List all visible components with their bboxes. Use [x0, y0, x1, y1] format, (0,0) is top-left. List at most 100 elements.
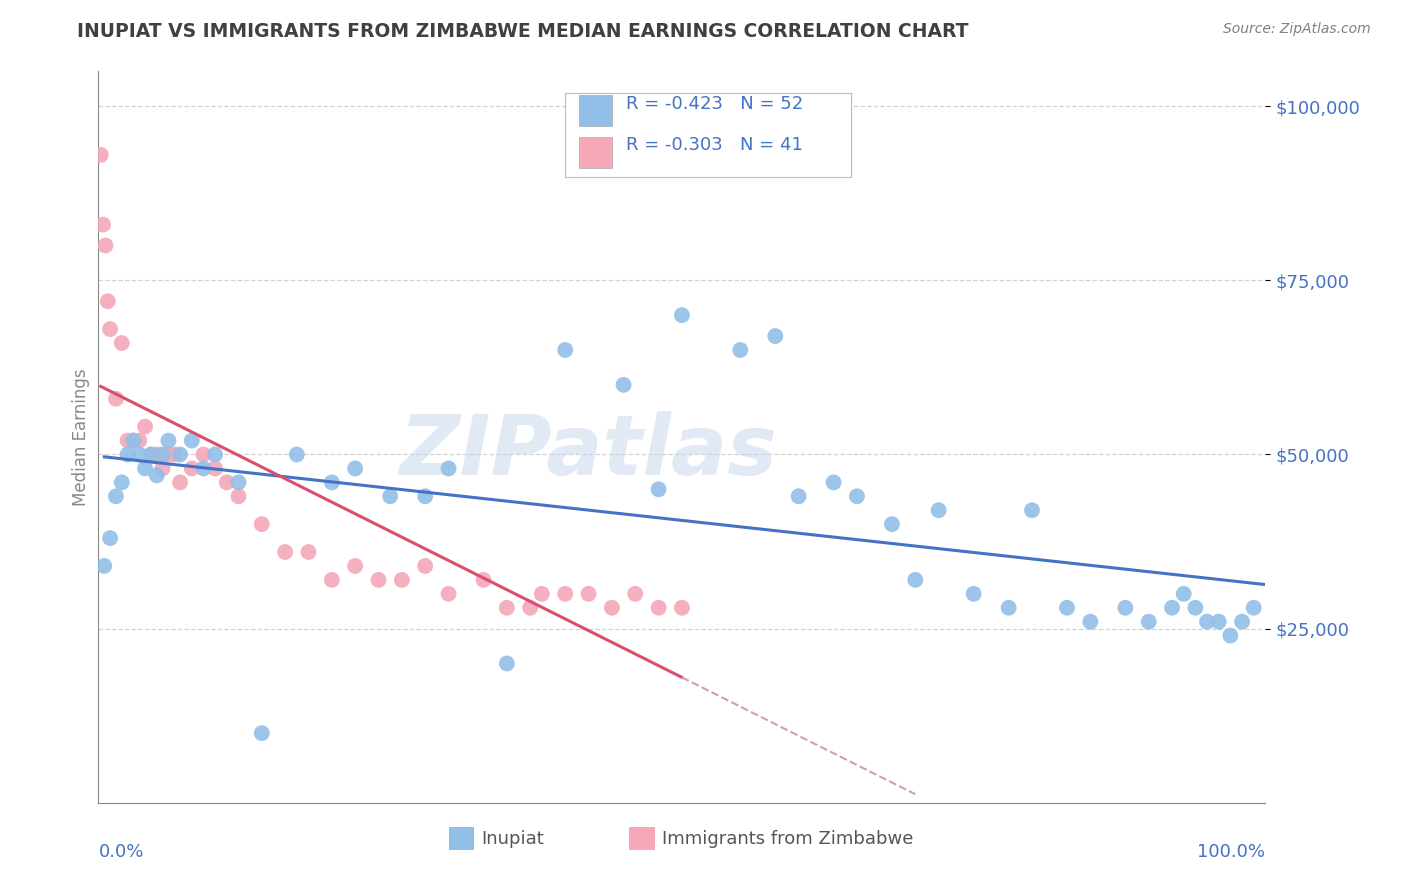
Point — [1021, 503, 1043, 517]
Point — [578, 587, 600, 601]
Point — [97, 294, 120, 309]
Point — [880, 517, 903, 532]
Point — [647, 600, 669, 615]
Point — [111, 336, 134, 351]
Text: Source: ZipAtlas.com: Source: ZipAtlas.com — [1223, 22, 1371, 37]
Point — [139, 448, 162, 462]
Point — [647, 483, 669, 497]
Point — [437, 587, 460, 601]
Point — [98, 322, 121, 336]
Point — [496, 657, 519, 671]
Point — [1184, 600, 1206, 615]
Point — [846, 489, 869, 503]
Point — [1161, 600, 1184, 615]
Point — [823, 475, 845, 490]
Text: Immigrants from Zimbabwe: Immigrants from Zimbabwe — [662, 830, 914, 847]
Point — [344, 461, 367, 475]
Text: Inupiat: Inupiat — [481, 830, 544, 847]
Point — [554, 587, 576, 601]
Point — [787, 489, 810, 503]
Point — [1114, 600, 1136, 615]
Point — [139, 448, 162, 462]
Point — [285, 448, 308, 462]
Point — [128, 448, 150, 462]
Point — [1197, 615, 1219, 629]
Point — [1208, 615, 1230, 629]
Y-axis label: Median Earnings: Median Earnings — [72, 368, 90, 506]
Point — [367, 573, 389, 587]
Point — [600, 600, 623, 615]
Point — [413, 489, 436, 503]
Point — [671, 308, 693, 322]
Point — [1173, 587, 1195, 601]
Point — [193, 461, 215, 475]
Text: R = -0.303   N = 41: R = -0.303 N = 41 — [626, 136, 803, 154]
Point — [111, 475, 134, 490]
Text: INUPIAT VS IMMIGRANTS FROM ZIMBABWE MEDIAN EARNINGS CORRELATION CHART: INUPIAT VS IMMIGRANTS FROM ZIMBABWE MEDI… — [77, 22, 969, 41]
Point — [228, 489, 250, 503]
Bar — [579, 95, 612, 127]
Point — [169, 475, 191, 490]
Point — [98, 531, 121, 545]
Point — [157, 448, 180, 462]
Point — [1137, 615, 1160, 629]
Point — [472, 573, 495, 587]
Point — [1243, 600, 1265, 615]
Point — [344, 558, 367, 573]
Point — [117, 434, 139, 448]
Point — [122, 434, 145, 448]
Point — [321, 573, 343, 587]
Point — [152, 448, 174, 462]
Point — [128, 434, 150, 448]
Point — [1080, 615, 1102, 629]
Bar — [565, 94, 851, 178]
Point — [180, 461, 202, 475]
Bar — [630, 827, 655, 850]
Point — [146, 468, 169, 483]
Point — [228, 475, 250, 490]
Point — [928, 503, 950, 517]
Point — [496, 600, 519, 615]
Point — [519, 600, 541, 615]
Point — [554, 343, 576, 357]
Point — [904, 573, 927, 587]
Point — [215, 475, 238, 490]
Point — [763, 329, 786, 343]
Point — [1230, 615, 1253, 629]
Point — [391, 573, 413, 587]
Point — [157, 434, 180, 448]
Point — [180, 434, 202, 448]
Point — [413, 558, 436, 573]
Point — [94, 238, 117, 252]
Point — [1219, 629, 1241, 643]
Point — [730, 343, 752, 357]
Point — [612, 377, 634, 392]
Point — [122, 434, 145, 448]
Point — [117, 448, 139, 462]
Point — [380, 489, 402, 503]
Point — [437, 461, 460, 475]
Point — [274, 545, 297, 559]
Point — [104, 392, 127, 406]
Point — [134, 461, 156, 475]
Point — [962, 587, 984, 601]
Point — [91, 218, 114, 232]
Point — [1056, 600, 1078, 615]
Point — [321, 475, 343, 490]
Point — [250, 517, 273, 532]
Point — [134, 419, 156, 434]
Text: 0.0%: 0.0% — [98, 843, 143, 861]
Point — [204, 448, 226, 462]
Bar — [579, 137, 612, 168]
Point — [193, 448, 215, 462]
Point — [152, 461, 174, 475]
Point — [146, 448, 169, 462]
Text: R = -0.423   N = 52: R = -0.423 N = 52 — [626, 95, 803, 112]
Point — [163, 448, 186, 462]
Point — [997, 600, 1019, 615]
Point — [104, 489, 127, 503]
Point — [297, 545, 319, 559]
Point — [530, 587, 553, 601]
Point — [90, 148, 112, 162]
Point — [204, 461, 226, 475]
